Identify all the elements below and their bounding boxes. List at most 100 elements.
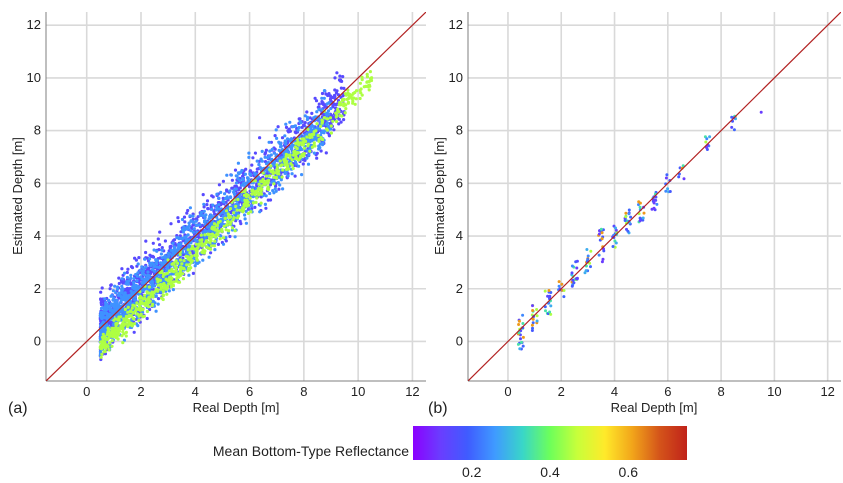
data-point <box>268 149 272 153</box>
data-point <box>210 235 214 239</box>
data-point <box>114 291 118 295</box>
data-point <box>284 150 288 154</box>
data-point <box>264 148 268 152</box>
data-point <box>652 198 655 202</box>
data-point <box>152 269 157 273</box>
data-point <box>145 298 149 302</box>
data-point <box>266 198 270 202</box>
data-point <box>121 330 125 334</box>
data-point <box>225 188 229 192</box>
data-point <box>331 119 335 123</box>
data-point <box>331 104 335 108</box>
data-point <box>247 155 251 159</box>
data-point <box>107 305 112 309</box>
data-point <box>350 96 354 101</box>
data-point <box>257 162 261 167</box>
data-point <box>134 258 138 262</box>
data-point <box>253 151 257 155</box>
data-point <box>255 196 259 200</box>
data-point <box>521 344 525 348</box>
data-point <box>181 250 185 254</box>
data-point <box>158 243 162 247</box>
data-point <box>126 282 130 286</box>
y-tick-label: 8 <box>34 123 41 138</box>
data-point <box>171 241 175 245</box>
data-point <box>277 175 281 179</box>
data-point <box>192 227 196 231</box>
data-point <box>139 312 143 316</box>
data-point <box>227 216 232 220</box>
data-point <box>195 254 199 258</box>
data-point <box>298 119 302 124</box>
data-point <box>232 211 236 215</box>
data-point <box>293 157 298 161</box>
data-point <box>543 289 547 293</box>
data-point <box>279 178 283 182</box>
data-point <box>315 151 319 155</box>
data-point <box>313 144 317 148</box>
data-point <box>249 210 253 214</box>
data-point <box>111 289 115 293</box>
data-point <box>201 251 205 255</box>
data-point <box>243 217 247 221</box>
data-point <box>589 249 593 253</box>
data-point <box>186 257 190 261</box>
data-point <box>139 275 143 279</box>
x-tick-label: 12 <box>820 384 834 399</box>
data-point <box>100 286 104 290</box>
data-point <box>129 276 133 280</box>
data-point <box>303 158 307 162</box>
data-point <box>677 175 681 179</box>
data-point <box>234 174 238 178</box>
data-point <box>155 277 159 281</box>
data-point <box>219 190 223 194</box>
data-point <box>198 223 202 227</box>
y-tick-label: 10 <box>449 70 463 85</box>
data-point <box>110 339 114 343</box>
data-point <box>308 129 312 133</box>
y-tick-label: 4 <box>34 228 41 243</box>
data-point <box>280 175 284 179</box>
data-point <box>332 128 336 132</box>
data-point <box>156 302 160 306</box>
data-point <box>517 319 521 323</box>
data-point <box>187 273 191 277</box>
data-point <box>118 301 122 305</box>
data-point <box>209 222 213 226</box>
data-point <box>346 101 350 105</box>
data-point <box>250 192 254 196</box>
data-point <box>274 189 278 193</box>
colorbar-tick-label: 0.2 <box>462 464 482 480</box>
data-point <box>263 155 267 159</box>
data-point <box>236 197 240 202</box>
data-point <box>332 94 336 98</box>
data-point <box>151 295 155 299</box>
data-point <box>99 290 103 294</box>
data-point <box>185 211 189 215</box>
data-point <box>272 151 276 155</box>
data-point <box>188 251 192 255</box>
data-point <box>160 246 164 250</box>
data-point <box>321 137 325 142</box>
data-point <box>200 223 204 227</box>
data-point <box>179 265 183 269</box>
data-point <box>137 303 141 307</box>
data-point <box>176 246 180 250</box>
data-point <box>126 305 130 309</box>
data-point <box>145 316 149 321</box>
data-point <box>145 274 149 278</box>
data-point <box>204 239 208 243</box>
data-point <box>126 267 130 271</box>
data-point <box>222 209 226 213</box>
data-point <box>295 146 299 151</box>
data-point <box>614 241 618 245</box>
data-point <box>241 208 246 212</box>
data-point <box>238 197 243 201</box>
data-point <box>321 129 325 133</box>
data-point <box>310 132 314 137</box>
data-point <box>283 134 287 138</box>
data-point <box>100 343 105 347</box>
data-point <box>334 119 339 124</box>
data-point <box>531 304 534 308</box>
data-point <box>182 227 186 231</box>
